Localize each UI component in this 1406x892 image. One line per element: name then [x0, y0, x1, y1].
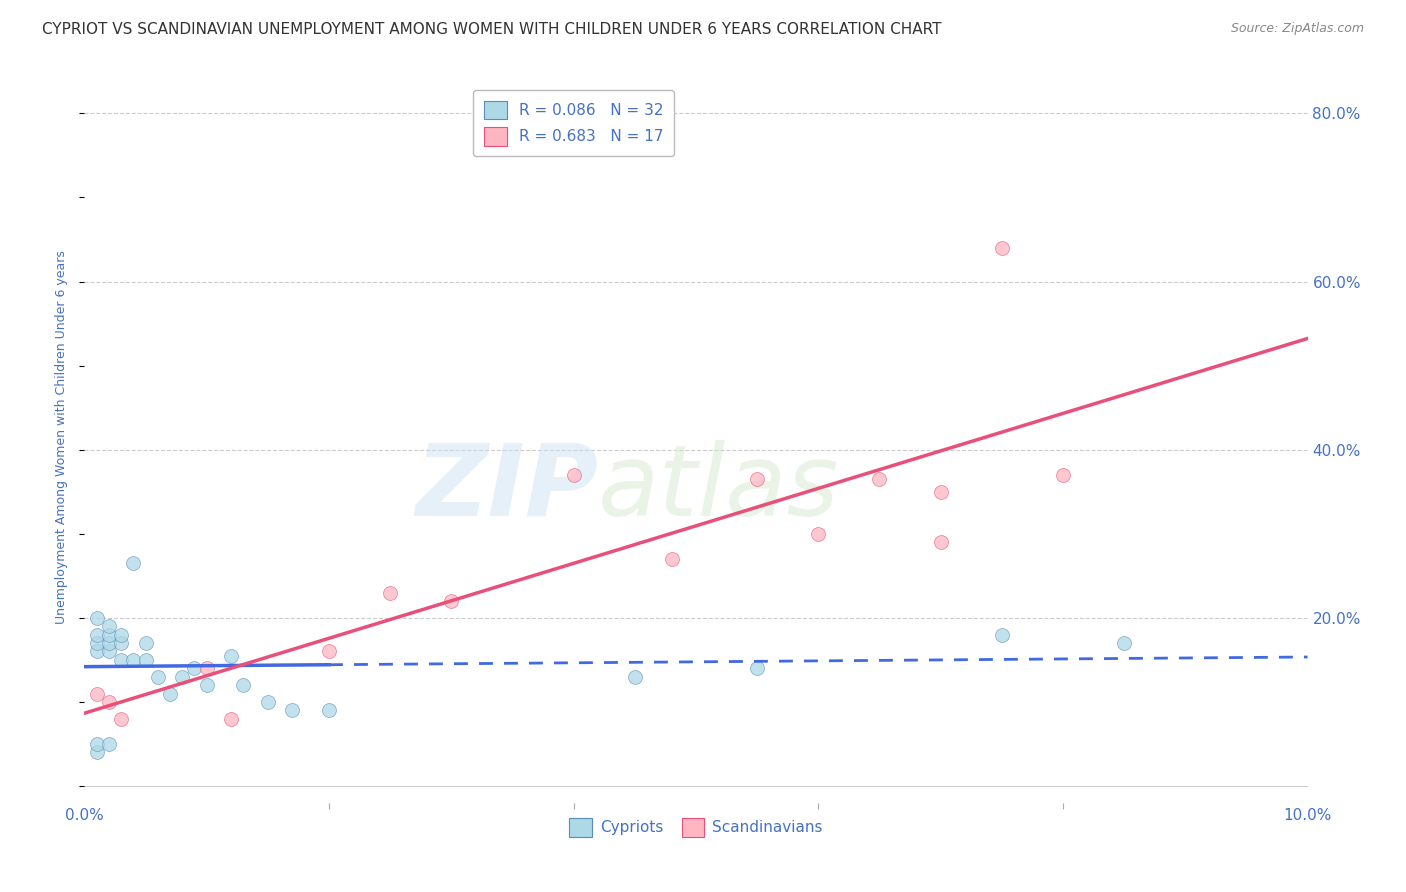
Point: [135, 636, 157, 650]
Point: [661, 552, 683, 566]
Point: [232, 678, 254, 692]
Point: [991, 241, 1014, 255]
Point: [86, 611, 108, 625]
Point: [869, 472, 891, 486]
Point: [380, 585, 402, 599]
Point: [195, 661, 218, 675]
Point: [86, 627, 108, 641]
Point: [97, 695, 120, 709]
Point: [257, 695, 280, 709]
Point: [747, 661, 769, 675]
Legend: Cypriots, Scandinavians: Cypriots, Scandinavians: [564, 812, 828, 843]
Point: [219, 648, 242, 663]
Text: atlas: atlas: [598, 440, 839, 537]
Point: [146, 670, 169, 684]
Point: [86, 745, 108, 759]
Point: [991, 627, 1014, 641]
Point: [195, 678, 218, 692]
Point: [97, 737, 120, 751]
Point: [183, 661, 205, 675]
Point: [110, 653, 132, 667]
Point: [97, 627, 120, 641]
Point: [122, 653, 145, 667]
Point: [86, 686, 108, 700]
Point: [624, 670, 647, 684]
Point: [562, 467, 585, 482]
Point: [440, 594, 463, 608]
Point: [807, 526, 830, 541]
Point: [318, 703, 340, 717]
Y-axis label: Unemployment Among Women with Children Under 6 years: Unemployment Among Women with Children U…: [55, 250, 69, 624]
Point: [135, 653, 157, 667]
Point: [1052, 467, 1074, 482]
Point: [929, 484, 952, 499]
Point: [318, 644, 340, 658]
Point: [110, 636, 132, 650]
Point: [747, 472, 769, 486]
Text: ZIP: ZIP: [415, 440, 598, 537]
Point: [929, 535, 952, 549]
Point: [1114, 636, 1136, 650]
Text: CYPRIOT VS SCANDINAVIAN UNEMPLOYMENT AMONG WOMEN WITH CHILDREN UNDER 6 YEARS COR: CYPRIOT VS SCANDINAVIAN UNEMPLOYMENT AMO…: [42, 22, 942, 37]
Point: [86, 737, 108, 751]
Point: [97, 619, 120, 633]
Point: [110, 712, 132, 726]
Point: [97, 636, 120, 650]
Point: [281, 703, 304, 717]
Point: [159, 686, 181, 700]
Point: [110, 627, 132, 641]
Point: [219, 712, 242, 726]
Point: [122, 556, 145, 570]
Point: [172, 670, 194, 684]
Point: [97, 644, 120, 658]
Point: [86, 644, 108, 658]
Point: [86, 636, 108, 650]
Text: Source: ZipAtlas.com: Source: ZipAtlas.com: [1230, 22, 1364, 36]
